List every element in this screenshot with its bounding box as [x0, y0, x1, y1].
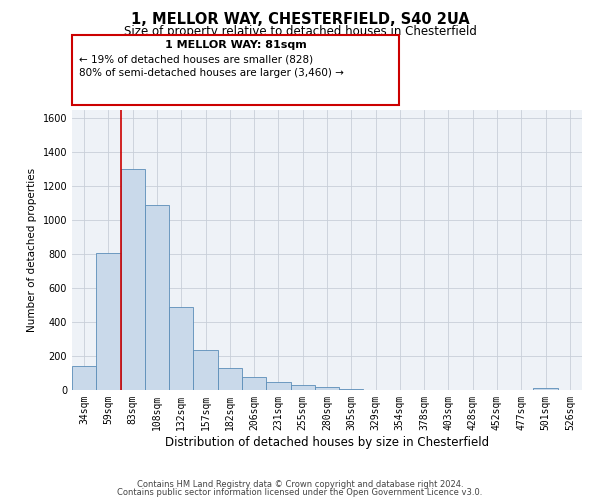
Text: Size of property relative to detached houses in Chesterfield: Size of property relative to detached ho…	[124, 25, 476, 38]
Text: 1 MELLOR WAY: 81sqm: 1 MELLOR WAY: 81sqm	[164, 40, 307, 50]
Bar	[533, 388, 558, 390]
X-axis label: Distribution of detached houses by size in Chesterfield: Distribution of detached houses by size …	[165, 436, 489, 448]
Bar	[145, 205, 169, 390]
Bar	[339, 388, 364, 390]
Text: Contains public sector information licensed under the Open Government Licence v3: Contains public sector information licen…	[118, 488, 482, 497]
Bar	[169, 307, 193, 390]
Text: 80% of semi-detached houses are larger (3,460) →: 80% of semi-detached houses are larger (…	[79, 68, 344, 78]
Bar	[193, 350, 218, 390]
Text: 1, MELLOR WAY, CHESTERFIELD, S40 2UA: 1, MELLOR WAY, CHESTERFIELD, S40 2UA	[131, 12, 469, 28]
Bar	[121, 170, 145, 390]
Bar	[290, 385, 315, 390]
Text: Contains HM Land Registry data © Crown copyright and database right 2024.: Contains HM Land Registry data © Crown c…	[137, 480, 463, 489]
Bar	[96, 252, 121, 390]
Text: ← 19% of detached houses are smaller (828): ← 19% of detached houses are smaller (82…	[79, 54, 313, 64]
Bar	[315, 388, 339, 390]
Bar	[72, 366, 96, 390]
Bar	[218, 368, 242, 390]
Y-axis label: Number of detached properties: Number of detached properties	[27, 168, 37, 332]
Bar	[242, 378, 266, 390]
Bar	[266, 382, 290, 390]
